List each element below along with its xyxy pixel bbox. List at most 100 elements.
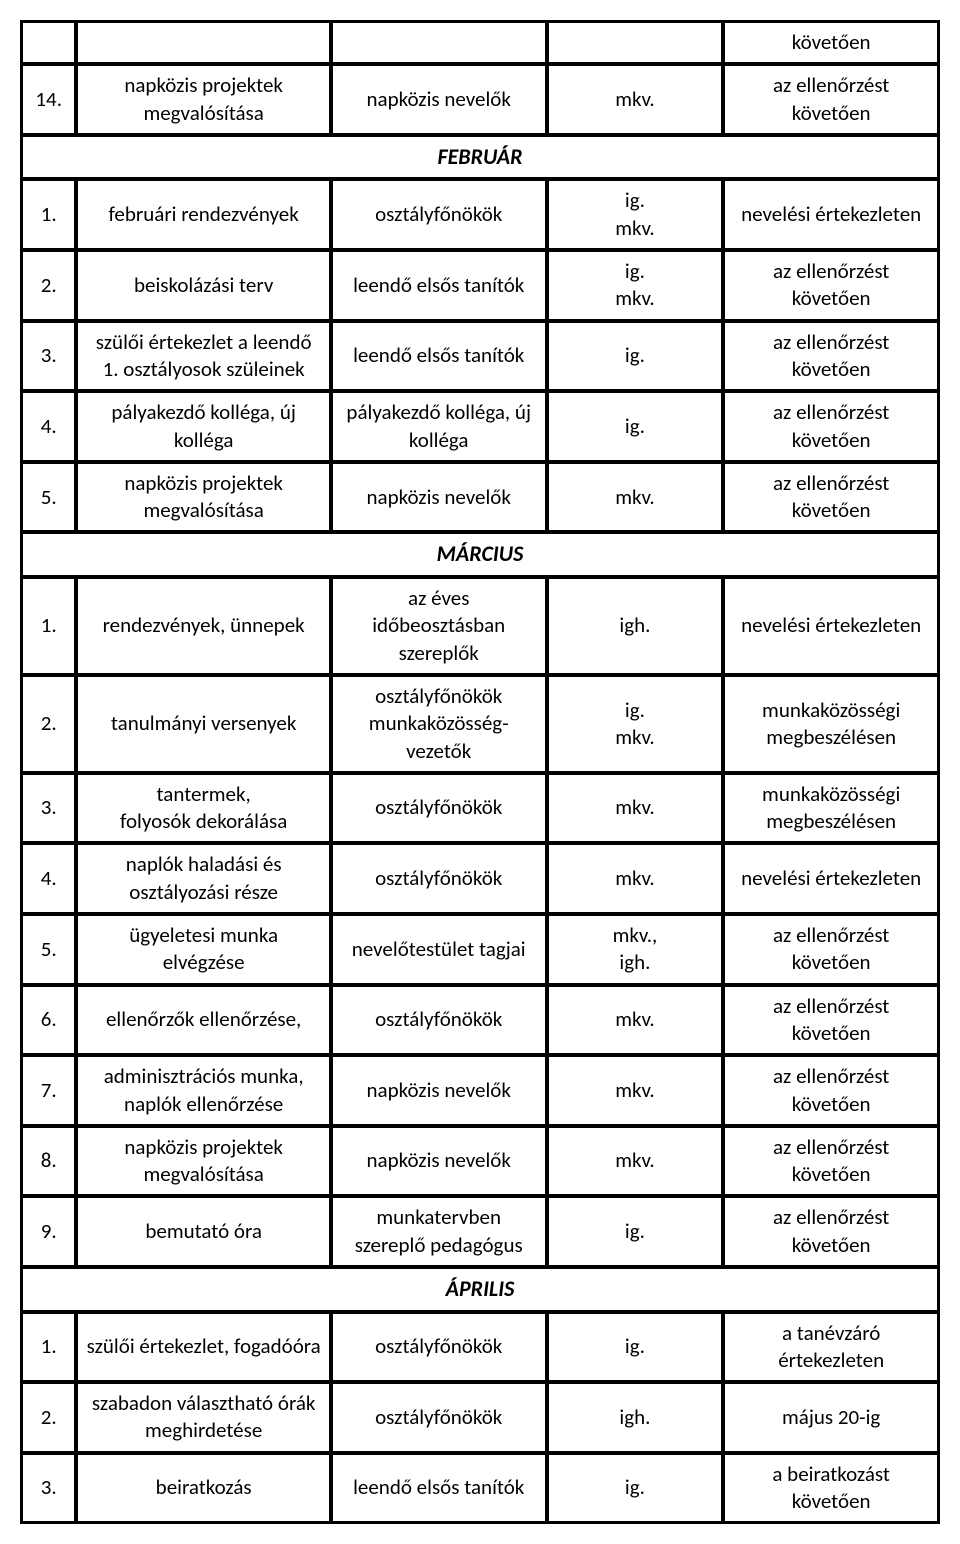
col-responsible: napközis nevelők (332, 65, 546, 134)
table-row: 1.szülői értekezlet, fogadóóraosztályfőn… (22, 1313, 938, 1382)
col-responsible: munkatervben szereplő pedagógus (332, 1197, 546, 1266)
col-responsible: napközis nevelők (332, 1127, 546, 1196)
table-row: 3.szülői értekezlet a leendő 1. osztályo… (22, 322, 938, 391)
col-supervisor: ig. (548, 1197, 723, 1266)
col-activity: rendezvények, ünnepek (77, 578, 329, 674)
col-when: a beiratkozást követően (724, 1454, 938, 1523)
row-number: 2. (22, 251, 75, 320)
table-row: követően (22, 22, 938, 63)
col-responsible: leendő elsős tanítók (332, 1454, 546, 1523)
col-when: az ellenőrzést követően (724, 1127, 938, 1196)
section-header: FEBRUÁR (22, 136, 938, 179)
col-when: nevelési értekezleten (724, 578, 938, 674)
row-number: 5. (22, 915, 75, 984)
col-when: az ellenőrzést követően (724, 251, 938, 320)
row-number: 3. (22, 1454, 75, 1523)
section-header-row: ÁPRILIS (22, 1268, 938, 1311)
col-when: munkaközösségi megbeszélésen (724, 676, 938, 772)
col-responsible (332, 22, 546, 63)
col-supervisor: mkv. (548, 986, 723, 1055)
schedule-table: követően14.napközis projektek megvalósít… (20, 20, 940, 1524)
table-row: 2.tanulmányi versenyekosztályfőnökök mun… (22, 676, 938, 772)
row-number: 2. (22, 1383, 75, 1452)
col-responsible: leendő elsős tanítók (332, 322, 546, 391)
col-responsible: pályakezdő kolléga, új kolléga (332, 392, 546, 461)
col-supervisor: mkv. (548, 1056, 723, 1125)
col-activity: tanulmányi versenyek (77, 676, 329, 772)
table-row: 8.napközis projektek megvalósításanapköz… (22, 1127, 938, 1196)
col-activity: naplók haladási és osztályozási része (77, 844, 329, 913)
col-supervisor (548, 22, 723, 63)
col-activity (77, 22, 329, 63)
row-number: 4. (22, 844, 75, 913)
col-supervisor: mkv. (548, 844, 723, 913)
col-supervisor: mkv. (548, 774, 723, 843)
col-supervisor: ig. (548, 322, 723, 391)
col-supervisor: ig. mkv. (548, 180, 723, 249)
table-row: 3.tantermek, folyosók dekorálásaosztályf… (22, 774, 938, 843)
col-when: az ellenőrzést követően (724, 1197, 938, 1266)
col-activity: szülői értekezlet, fogadóóra (77, 1313, 329, 1382)
col-when: az ellenőrzést követően (724, 915, 938, 984)
col-supervisor: mkv. (548, 65, 723, 134)
table-row: 14.napközis projektek megvalósításanapkö… (22, 65, 938, 134)
col-when: az ellenőrzést követően (724, 392, 938, 461)
col-responsible: az éves időbeosztásban szereplők (332, 578, 546, 674)
table-row: 9.bemutató óramunkatervben szereplő peda… (22, 1197, 938, 1266)
col-activity: ügyeletesi munka elvégzése (77, 915, 329, 984)
col-responsible: osztályfőnökök (332, 986, 546, 1055)
col-responsible: osztályfőnökök (332, 180, 546, 249)
col-activity: pályakezdő kolléga, új kolléga (77, 392, 329, 461)
col-supervisor: mkv. (548, 1127, 723, 1196)
table-row: 2.beiskolázási tervleendő elsős tanítóki… (22, 251, 938, 320)
col-when: a tanévzáró értekezleten (724, 1313, 938, 1382)
col-activity: napközis projektek megvalósítása (77, 463, 329, 532)
table-row: 2.szabadon választható órák meghirdetése… (22, 1383, 938, 1452)
table-row: 5.ügyeletesi munka elvégzésenevelőtestül… (22, 915, 938, 984)
col-responsible: nevelőtestület tagjai (332, 915, 546, 984)
col-responsible: osztályfőnökök (332, 844, 546, 913)
col-supervisor: igh. (548, 1383, 723, 1452)
col-activity: napközis projektek megvalósítása (77, 1127, 329, 1196)
col-supervisor: ig. mkv. (548, 676, 723, 772)
col-activity: napközis projektek megvalósítása (77, 65, 329, 134)
col-activity: februári rendezvények (77, 180, 329, 249)
col-when: május 20-ig (724, 1383, 938, 1452)
col-when: az ellenőrzést követően (724, 65, 938, 134)
col-when: az ellenőrzést követően (724, 322, 938, 391)
table-row: 1.februári rendezvényekosztályfőnökökig.… (22, 180, 938, 249)
table-row: 6.ellenőrzők ellenőrzése,osztályfőnökökm… (22, 986, 938, 1055)
col-activity: beiratkozás (77, 1454, 329, 1523)
row-number: 5. (22, 463, 75, 532)
section-header: MÁRCIUS (22, 533, 938, 576)
row-number: 14. (22, 65, 75, 134)
row-number (22, 22, 75, 63)
table-row: 1.rendezvények, ünnepekaz éves időbeoszt… (22, 578, 938, 674)
row-number: 9. (22, 1197, 75, 1266)
table-row: 4.naplók haladási és osztályozási részeo… (22, 844, 938, 913)
section-header-row: FEBRUÁR (22, 136, 938, 179)
col-responsible: osztályfőnökök (332, 1383, 546, 1452)
col-activity: szülői értekezlet a leendő 1. osztályoso… (77, 322, 329, 391)
col-supervisor: ig. (548, 1454, 723, 1523)
table-row: 5.napközis projektek megvalósításanapköz… (22, 463, 938, 532)
col-responsible: napközis nevelők (332, 463, 546, 532)
section-header-row: MÁRCIUS (22, 533, 938, 576)
row-number: 3. (22, 322, 75, 391)
section-header: ÁPRILIS (22, 1268, 938, 1311)
col-when: nevelési értekezleten (724, 844, 938, 913)
col-responsible: osztályfőnökök (332, 774, 546, 843)
col-responsible: napközis nevelők (332, 1056, 546, 1125)
col-activity: szabadon választható órák meghirdetése (77, 1383, 329, 1452)
row-number: 7. (22, 1056, 75, 1125)
col-supervisor: igh. (548, 578, 723, 674)
col-supervisor: mkv., igh. (548, 915, 723, 984)
row-number: 6. (22, 986, 75, 1055)
col-activity: bemutató óra (77, 1197, 329, 1266)
row-number: 4. (22, 392, 75, 461)
col-activity: adminisztrációs munka, naplók ellenőrzés… (77, 1056, 329, 1125)
col-supervisor: mkv. (548, 463, 723, 532)
row-number: 1. (22, 180, 75, 249)
row-number: 2. (22, 676, 75, 772)
col-supervisor: ig. (548, 392, 723, 461)
